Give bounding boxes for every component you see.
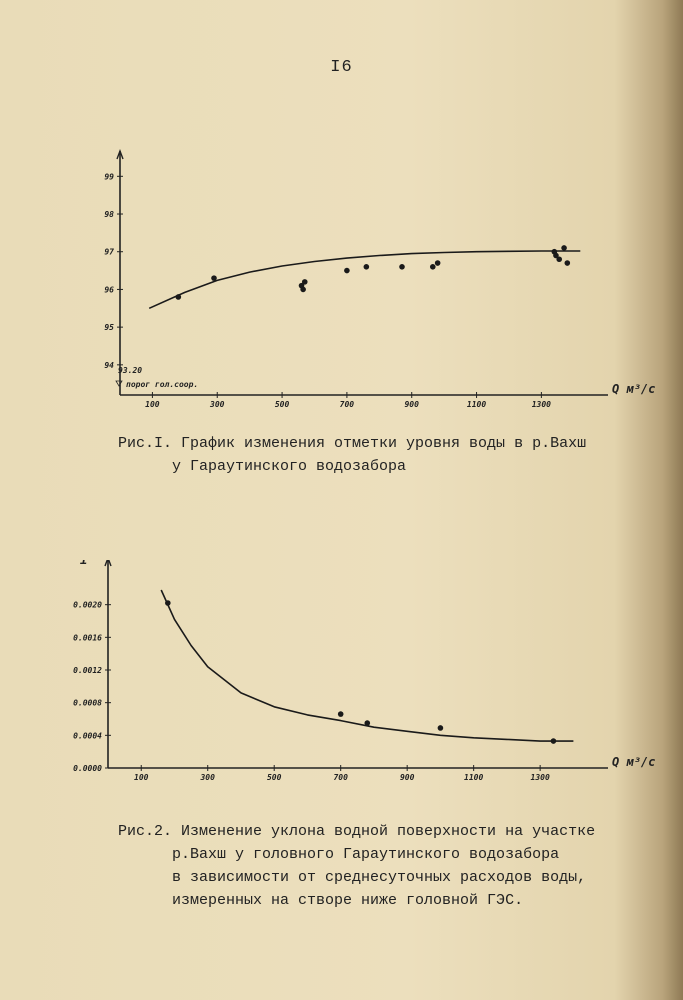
data-point (165, 600, 171, 606)
series-line (148, 250, 581, 310)
data-point (437, 725, 444, 731)
y-tick-label: 0.0012 (73, 666, 102, 675)
figure-1-caption: Рис.I. График изменения отметки уровня в… (118, 435, 587, 475)
series-line (160, 589, 574, 742)
x-tick-label: 300 (199, 773, 215, 782)
x-tick-label: 300 (209, 400, 225, 409)
data-point (556, 256, 563, 263)
x-tick-label: 1300 (531, 773, 550, 782)
y-axis-arrow (104, 560, 112, 567)
x-axis-label: Q м³/с (612, 755, 655, 769)
x-tick-label: 500 (267, 773, 282, 782)
x-tick-label: 1300 (532, 400, 551, 409)
x-tick-label: 1100 (467, 400, 486, 409)
data-point (175, 294, 182, 300)
data-point (429, 264, 436, 270)
data-point (434, 260, 441, 266)
data-point (364, 720, 371, 726)
y-tick-label: 0.0000 (73, 764, 102, 773)
data-point (399, 264, 405, 270)
chart-water-level: 100 300 500 700 900 1100 1300 94 95 96 97 98 99 Q м³/… (104, 149, 655, 409)
page-number: I6 (330, 58, 353, 77)
x-tick-label: 900 (404, 400, 419, 409)
threshold-marker (115, 380, 123, 387)
data-point (211, 275, 217, 281)
y-tick-label: 98 (104, 210, 114, 219)
data-point (301, 279, 308, 285)
data-point (550, 738, 557, 744)
x-tick-label: 100 (145, 400, 160, 409)
y-tick-label: 96 (104, 285, 114, 294)
data-point (363, 264, 370, 270)
y-tick-label: 95 (104, 323, 114, 332)
y-tick-label: 0.0008 (73, 699, 102, 708)
y-axis-arrow (116, 149, 124, 160)
y-tick-label: 0.0004 (73, 731, 102, 740)
x-tick-label: 100 (134, 773, 149, 782)
y-tick-label: 97 (104, 248, 114, 257)
data-point (553, 252, 559, 259)
y-tick-label: 99 (104, 172, 114, 181)
x-tick-label: 500 (275, 400, 290, 409)
threshold-value: 93.20 (118, 366, 142, 375)
x-tick-label: 700 (340, 400, 355, 409)
y-tick-label: 94 (104, 361, 114, 370)
x-tick-label: 700 (333, 773, 348, 782)
y-tick-label: 0.0020 (73, 601, 102, 610)
figure-2-caption: Рис.2. Изменение уклона водной поверхнос… (118, 823, 596, 909)
data-point (300, 286, 306, 293)
data-point (344, 267, 350, 274)
x-tick-label: 900 (400, 773, 415, 782)
threshold-label: порог гол.соор. (126, 380, 198, 389)
data-point (337, 711, 344, 717)
y-axis-label: i (80, 560, 87, 567)
x-tick-label: 1100 (464, 773, 483, 782)
data-point (561, 245, 567, 251)
data-point (564, 260, 571, 266)
y-tick-label: 0.0016 (73, 633, 102, 642)
chart-surface-slope: 100 300 500 700 900 1100 1300 0.0000 0.0004 0.000… (73, 560, 655, 782)
x-axis-label: Q м³/с (612, 382, 655, 396)
